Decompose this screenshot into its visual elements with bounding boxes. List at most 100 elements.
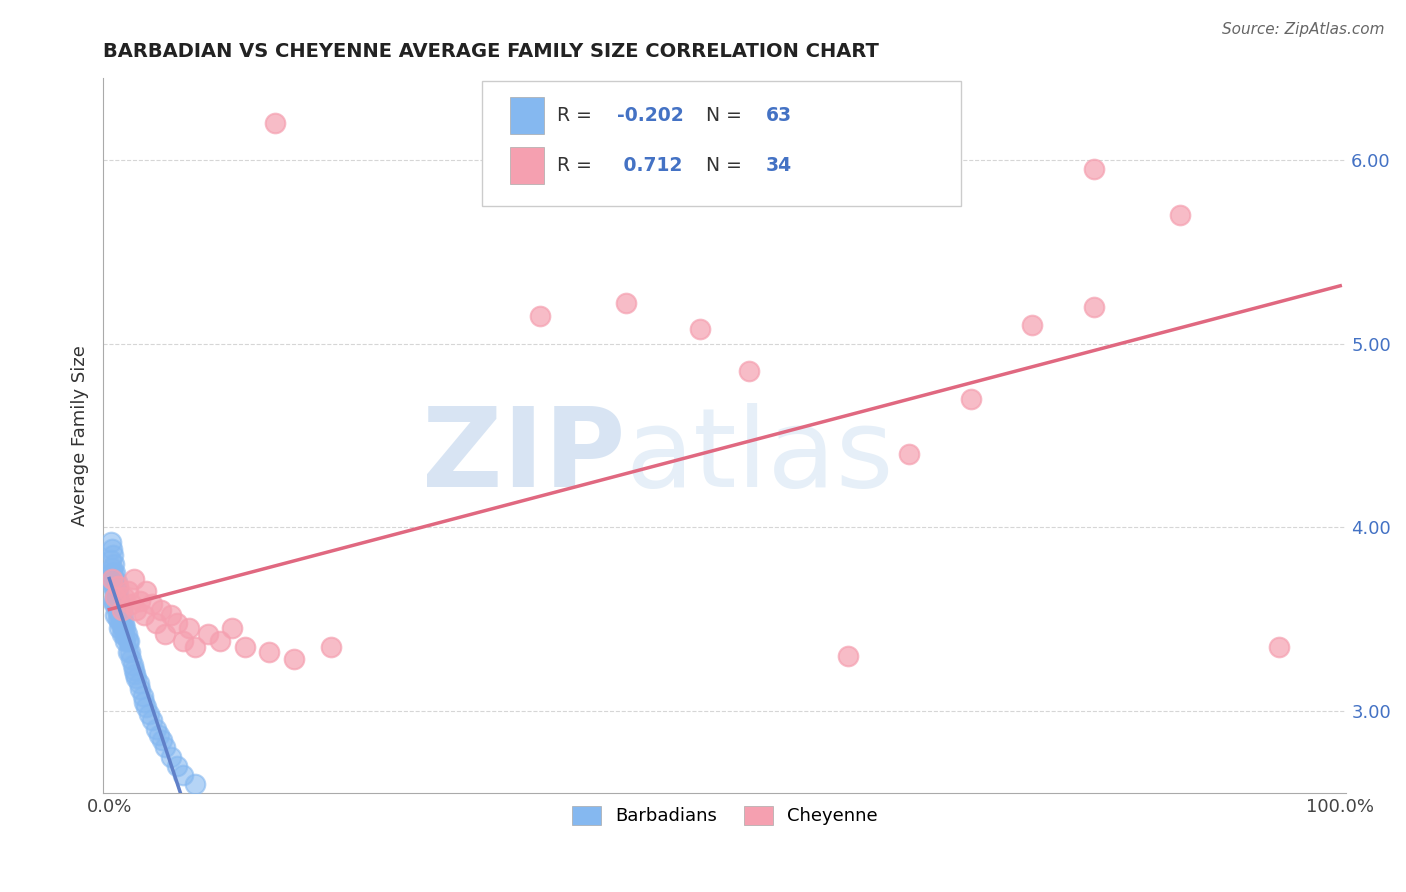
Point (111, 608, 134, 623)
Point (112, 615, 135, 630)
Point (108, 621, 131, 635)
Point (283, 652, 305, 666)
Point (118, 634, 141, 648)
Point (1021, 318, 1043, 333)
Text: N =: N = (706, 156, 748, 175)
Point (112, 590, 135, 604)
Point (110, 615, 132, 630)
Point (221, 621, 243, 635)
Point (101, 579, 124, 593)
Point (107, 612, 129, 626)
Legend: Barbadians, Cheyenne: Barbadians, Cheyenne (562, 797, 887, 834)
Text: R =: R = (557, 106, 598, 125)
Point (117, 634, 139, 648)
Text: -0.202: -0.202 (617, 106, 683, 125)
Point (100, 535, 122, 549)
Point (105, 590, 128, 604)
Text: Source: ZipAtlas.com: Source: ZipAtlas.com (1222, 22, 1385, 37)
Point (145, 722, 167, 736)
Point (259, 645, 281, 659)
Point (121, 657, 143, 672)
Point (110, 603, 132, 617)
Point (104, 566, 127, 581)
Point (131, 689, 153, 703)
Point (209, 634, 232, 648)
Point (141, 713, 163, 727)
Point (110, 603, 132, 617)
Point (160, 608, 183, 623)
Point (124, 667, 146, 681)
Point (184, 777, 207, 791)
FancyBboxPatch shape (482, 81, 960, 206)
Point (108, 593, 131, 607)
Point (122, 664, 145, 678)
Point (145, 615, 167, 630)
Point (101, 593, 124, 607)
Text: ZIP: ZIP (422, 403, 626, 510)
Point (129, 593, 152, 607)
Point (100, 572, 122, 586)
Point (150, 733, 173, 747)
Text: 0.712: 0.712 (617, 156, 682, 175)
Point (135, 584, 157, 599)
Point (141, 597, 163, 611)
Point (107, 579, 129, 593)
Text: BARBADIAN VS CHEYENNE AVERAGE FAMILY SIZE CORRELATION CHART: BARBADIAN VS CHEYENNE AVERAGE FAMILY SIZ… (103, 42, 879, 61)
Point (132, 608, 155, 623)
Point (120, 645, 142, 659)
Point (1267, 640, 1289, 654)
Point (160, 749, 183, 764)
Point (153, 626, 176, 640)
Point (101, 548, 124, 562)
Point (172, 634, 194, 648)
Point (1083, 300, 1105, 314)
Point (1168, 208, 1191, 222)
Point (101, 566, 124, 581)
Point (184, 640, 207, 654)
Point (179, 621, 201, 635)
Point (110, 626, 132, 640)
Point (529, 309, 551, 323)
Point (960, 392, 983, 406)
Point (115, 626, 138, 640)
Point (104, 590, 127, 604)
Point (107, 584, 129, 599)
Point (138, 707, 160, 722)
Point (166, 615, 188, 630)
Point (166, 759, 188, 773)
Point (128, 676, 150, 690)
Point (105, 603, 128, 617)
Point (264, 116, 287, 130)
Text: 34: 34 (766, 156, 792, 175)
Text: 63: 63 (766, 106, 792, 125)
Point (103, 572, 125, 586)
Point (149, 603, 172, 617)
Point (114, 621, 136, 635)
Point (135, 700, 157, 714)
Point (153, 740, 176, 755)
Point (104, 593, 127, 607)
Point (197, 626, 219, 640)
Point (120, 652, 142, 666)
Point (100, 575, 122, 590)
Point (1083, 162, 1105, 177)
Point (100, 553, 122, 567)
Point (117, 645, 139, 659)
Point (837, 648, 859, 663)
Point (689, 322, 711, 336)
Point (104, 608, 127, 623)
Point (114, 634, 136, 648)
Point (117, 584, 139, 599)
Point (100, 566, 122, 581)
Point (103, 584, 125, 599)
Point (104, 579, 127, 593)
Point (125, 603, 148, 617)
Point (122, 572, 145, 586)
Point (110, 603, 132, 617)
Point (120, 597, 142, 611)
Point (103, 557, 125, 571)
Bar (509, 97, 544, 134)
Point (105, 575, 128, 590)
Point (100, 560, 122, 574)
Point (112, 626, 135, 640)
